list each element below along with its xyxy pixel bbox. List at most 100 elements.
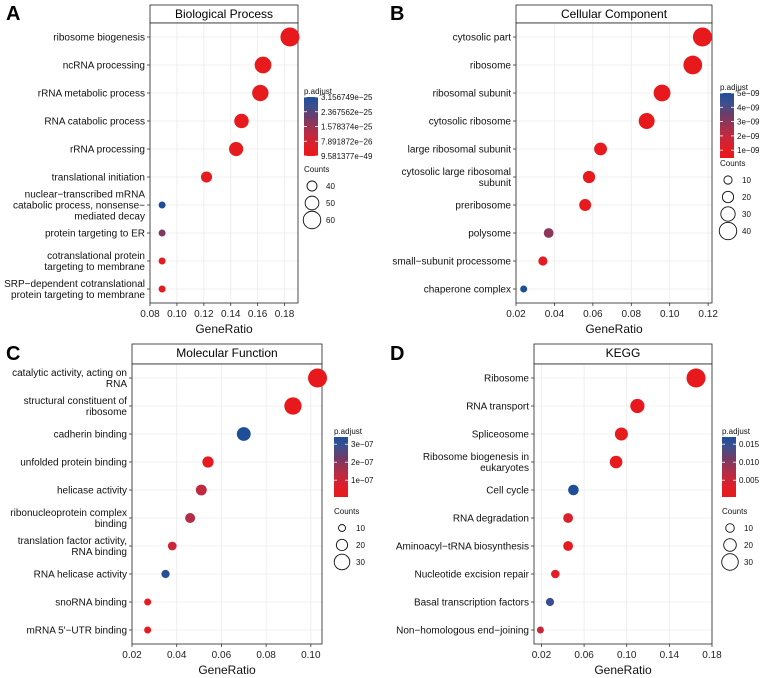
category-label: cadherin binding (54, 430, 127, 441)
category-label-line: translation factor activity, (18, 536, 127, 547)
category-label: RNA helicase activity (34, 570, 127, 581)
size-legend-title: Counts (720, 159, 745, 168)
x-tick-label: 0.18 (702, 650, 722, 661)
data-point (236, 427, 251, 441)
panel-title: KEGG (606, 346, 641, 360)
plot-area (534, 364, 712, 644)
panel-title: Biological Process (175, 7, 273, 21)
color-bar-label: 2e−07 (351, 458, 374, 467)
data-point (609, 455, 623, 469)
x-tick-label: 0.04 (545, 309, 565, 320)
size-legend-label: 10 (356, 524, 365, 533)
panel-letter: B (390, 3, 404, 25)
x-tick-label: 0.12 (698, 309, 718, 320)
data-point (185, 513, 196, 523)
data-point (568, 484, 579, 496)
data-point (551, 569, 560, 579)
data-point (683, 55, 703, 75)
data-point (158, 201, 166, 209)
category-label-line: SRP−dependent cotranslational (4, 279, 145, 290)
category-label: ribosome (470, 61, 512, 72)
category-label-line: catabolic process, nonsense− (13, 201, 145, 212)
data-point (630, 398, 645, 414)
size-legend-circle (721, 190, 735, 204)
size-legend-circle (338, 524, 346, 532)
plot-border (149, 22, 299, 304)
category-label-line: cotranslational protein (47, 251, 145, 262)
size-legend-circle (306, 180, 318, 192)
color-bar-label: 0.015 (739, 440, 760, 449)
x-tick-label: 0.02 (122, 650, 142, 661)
size-legend-circle (335, 538, 349, 552)
data-point (545, 597, 555, 607)
category-label-line: helicase activity (57, 486, 127, 497)
category-label: helicase activity (57, 486, 127, 497)
data-point (158, 285, 166, 293)
panel-letter: D (390, 343, 404, 365)
data-point (195, 484, 207, 496)
category-label-line: rRNA processing (70, 145, 145, 156)
size-legend-label: 40 (326, 182, 335, 191)
size-legend-label: 50 (326, 199, 335, 208)
data-point (234, 113, 249, 129)
color-bar-label: 2.367562e−25 (321, 108, 373, 117)
color-bar-label: 1e−07 (351, 476, 374, 485)
category-label-line: mediated decay (74, 212, 145, 223)
size-legend-circle (718, 221, 738, 241)
panel-title: Cellular Component (561, 7, 668, 21)
category-label: catalytic activity, acting on RNA (12, 368, 127, 390)
category-label: RNA transport (466, 402, 529, 413)
size-legend-label: 10 (742, 176, 751, 185)
color-legend-title: p.adjust (720, 83, 749, 92)
category-label: Basal transcription factors (414, 598, 529, 609)
category-label: Ribosome biogenesis in eukaryotes (423, 452, 529, 474)
x-axis-title: GeneRatio (594, 663, 652, 677)
size-legend-label: 40 (742, 227, 751, 236)
data-point (638, 113, 655, 129)
size-legend-title: Counts (722, 507, 747, 516)
x-axis-title: GeneRatio (198, 663, 256, 677)
data-point (520, 285, 528, 293)
color-bar-label: 9.581377e−49 (321, 152, 373, 161)
category-label-line: cadherin binding (54, 430, 127, 441)
plot-area (516, 23, 712, 303)
category-label-line: binding (95, 519, 127, 530)
data-point (563, 541, 574, 551)
data-point (229, 141, 244, 157)
category-label-line: protein targeting to membrane (11, 290, 145, 301)
x-tick-label: 0.06 (212, 650, 232, 661)
category-label: protein targeting to ER (45, 229, 145, 240)
category-label: polysome (468, 229, 511, 240)
category-label: chaperone complex (424, 285, 511, 296)
data-point (582, 170, 596, 184)
category-label-line: ribosomal subunit (433, 89, 512, 100)
category-label-line: cytosolic part (453, 33, 512, 44)
category-label-line: RNA catabolic process (44, 117, 145, 128)
category-label-line: snoRNA binding (55, 598, 127, 609)
category-label: large ribosomal subunit (408, 145, 512, 156)
x-tick-label: 0.06 (583, 309, 603, 320)
category-label: cytosolic ribosome (429, 117, 512, 128)
category-label: Aminoacyl−tRNA biosynthesis (396, 542, 529, 553)
x-axis-title: GeneRatio (585, 322, 643, 336)
x-tick-label: 0.14 (660, 650, 680, 661)
color-bar-label: 1e−09 (737, 146, 760, 155)
category-label-line: rRNA metabolic process (38, 89, 145, 100)
category-label-line: Spliceosome (472, 430, 530, 441)
size-legend-circle (333, 553, 351, 571)
panel-A: A Biological Process ribosome biogenesis nc… (4, 3, 373, 336)
data-point (543, 228, 554, 238)
size-legend-circle (723, 538, 737, 552)
category-label: translation factor activity, RNA binding (18, 536, 127, 558)
color-bar-label: 4e−09 (737, 103, 760, 112)
category-label-line: Nucleotide excision repair (414, 570, 529, 581)
category-label: ncRNA processing (63, 61, 145, 72)
category-label-line: structural constituent of (24, 396, 128, 407)
category-label: small−subunit processome (392, 257, 511, 268)
category-label-line: ribosome (470, 61, 512, 72)
category-label: mRNA 5'−UTR binding (26, 626, 127, 637)
color-bar-label: 0.005 (739, 476, 760, 485)
category-label: nuclear−transcribed mRNA catabolic proces… (13, 190, 145, 223)
category-label: unfolded protein binding (20, 458, 127, 469)
data-point (594, 142, 607, 156)
